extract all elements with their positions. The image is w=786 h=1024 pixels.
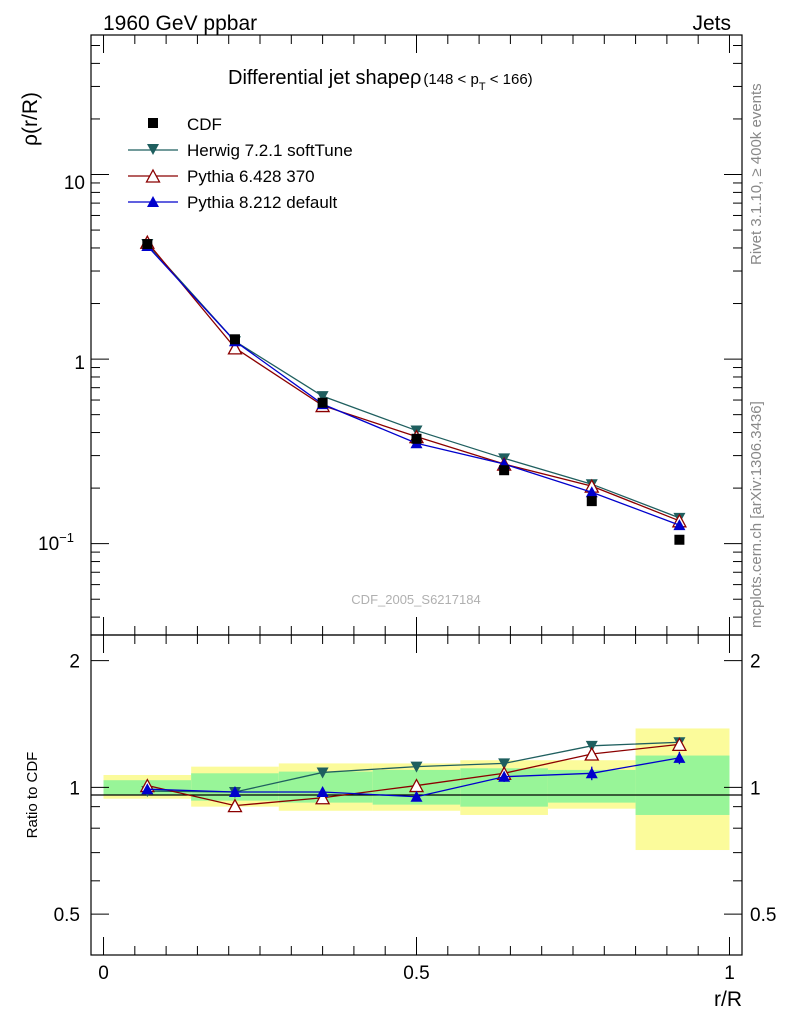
ratio-data-point [315, 790, 331, 805]
series-pythia-8-212-default [141, 239, 686, 531]
ytick-label-1: 1 [74, 353, 85, 374]
data-point [142, 239, 153, 250]
series-cdf [142, 239, 685, 545]
series-pythia-6-428-370 [139, 234, 687, 528]
top-title: Differential jet shapeρ (148 < pT < 166) [228, 67, 533, 93]
legend-label-pythia8: Pythia 8.212 default [187, 193, 338, 212]
data-point [411, 433, 422, 444]
data-point [585, 486, 598, 498]
ratio-series-pythia-6-428-370 [139, 737, 687, 813]
top-ticks [91, 35, 742, 635]
analysis-watermark: CDF_2005_S6217184 [351, 592, 480, 607]
xaxis-label: r/R [714, 988, 742, 1011]
ratio-data-point [228, 786, 241, 798]
ratio-data-point [673, 751, 686, 763]
legend-entry-herwig: Herwig 7.2.1 softTune [128, 141, 353, 160]
legend-label-pythia6: Pythia 6.428 370 [187, 167, 315, 186]
ratio-series-pythia-8-212-default [141, 751, 686, 802]
ratio-ytick-label-right: 2 [750, 652, 761, 673]
data-point [673, 519, 686, 531]
xtick-label: 1 [724, 963, 735, 984]
data-point [316, 391, 329, 403]
ratio-ytick-label-right: 1 [750, 778, 761, 799]
legend-label-cdf: CDF [187, 115, 222, 134]
top-title-sub: T [479, 81, 486, 93]
data-point [586, 496, 597, 507]
ratio-ytick-label-left: 0.5 [54, 905, 80, 926]
top-title-main: Differential jet shapeρ [228, 67, 421, 89]
rivet-label: Rivet 3.1.10, ≥ 400k events [748, 83, 765, 265]
ratio-ytick-label-left: 2 [69, 652, 80, 673]
legend-label-herwig: Herwig 7.2.1 softTune [187, 141, 353, 160]
ratio-data-point [498, 758, 511, 770]
ratio-data-point [141, 783, 154, 795]
ratio-data-point [585, 740, 598, 752]
ratio-data-point [671, 737, 687, 752]
xtick-label: 0 [98, 963, 109, 984]
top-series [139, 234, 687, 545]
series-line [146, 243, 680, 519]
data-point [227, 340, 243, 355]
ratio-ytick-label-right: 0.5 [750, 905, 776, 926]
legend-entry-cdf: CDF [148, 115, 222, 134]
header-category: Jets [692, 12, 731, 35]
series-herwig-7-2-1-softtune [141, 239, 686, 524]
ratio-data-point [585, 767, 598, 779]
legend-marker-herwig [147, 144, 159, 155]
ratio-ytick-label-left: 1 [69, 778, 80, 799]
data-point [229, 334, 240, 345]
top-panel: Differential jet shapeρ (148 < pT < 166) … [19, 34, 743, 636]
ratio-panel: Ratio to CDF r/R 0.5 0.5 1 1 2 2 0 0.5 1 [24, 634, 777, 1011]
legend: CDF Herwig 7.2.1 softTune Pythia 6.428 3… [128, 115, 353, 212]
ratio-data-point [584, 746, 600, 761]
ratio-ticks [91, 635, 742, 956]
ratio-data-point [410, 761, 423, 773]
top-title-range-close: < 166) [486, 71, 533, 88]
ratio-data-point [410, 790, 423, 802]
ytick-label-0.1: 10−1 [38, 530, 74, 555]
header-energy: 1960 GeV ppbar [103, 12, 257, 35]
ratio-data-point [227, 798, 243, 813]
mcplots-label: mcplots.cern.ch [arXiv:1306.3436] [748, 401, 765, 628]
legend-entry-pythia6: Pythia 6.428 370 [128, 167, 315, 186]
xtick-label: 0.5 [403, 963, 429, 984]
ytick-label-0.1-base: 10 [38, 534, 59, 555]
data-point [499, 465, 510, 476]
legend-marker-pythia8 [147, 196, 159, 207]
ratio-data-point [498, 770, 511, 782]
ratio-ylabel: Ratio to CDF [24, 752, 41, 839]
data-point [674, 534, 685, 545]
legend-entry-pythia8: Pythia 8.212 default [128, 193, 338, 212]
ratio-data-point [316, 786, 329, 798]
top-title-range: (148 < p [423, 71, 478, 88]
legend-marker-cdf [148, 118, 158, 128]
top-ylabel: ρ(r/R) [19, 92, 42, 146]
legend-marker-pythia6 [145, 168, 161, 183]
ratio-band-inner [635, 755, 730, 815]
data-point [317, 397, 328, 408]
ytick-label-10: 10 [64, 173, 85, 194]
ratio-data-point [316, 767, 329, 779]
ytick-label-0.1-exp: −1 [59, 530, 74, 545]
ratio-tick-labels: 0.5 0.5 1 1 2 2 0 0.5 1 [54, 652, 777, 984]
series-line [146, 241, 680, 522]
ratio-series [139, 737, 687, 813]
series-line [146, 245, 680, 526]
